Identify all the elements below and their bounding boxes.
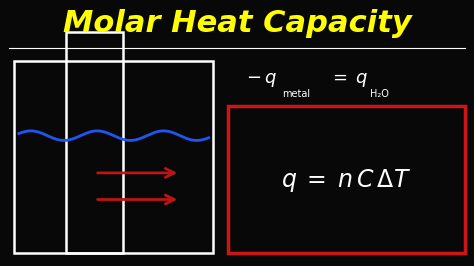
Bar bbox=[228, 106, 465, 253]
Bar bbox=[66, 32, 123, 253]
Text: $=\;q$: $=\;q$ bbox=[329, 71, 369, 89]
Bar bbox=[14, 61, 213, 253]
Text: metal: metal bbox=[282, 89, 310, 99]
Text: Molar Heat Capacity: Molar Heat Capacity bbox=[63, 9, 411, 39]
Text: $-\,q$: $-\,q$ bbox=[246, 71, 277, 89]
Text: $q\;=\;n\,C\,\Delta T$: $q\;=\;n\,C\,\Delta T$ bbox=[281, 167, 411, 194]
Text: H₂O: H₂O bbox=[370, 89, 389, 99]
